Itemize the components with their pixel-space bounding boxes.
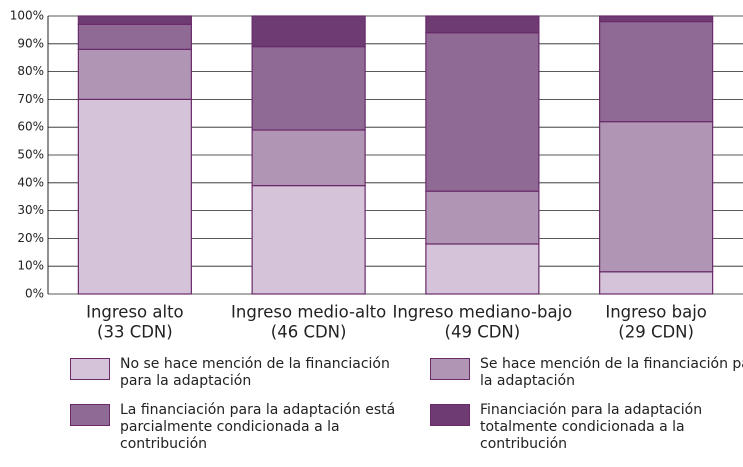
bar-segment bbox=[251, 129, 366, 187]
x-tick-label: (49 CDN) bbox=[445, 323, 521, 342]
legend-label: Se hace mención de la financiación para … bbox=[480, 356, 743, 389]
legend-label: La financiación para la adaptación está … bbox=[120, 402, 396, 452]
bar-segment bbox=[425, 243, 540, 295]
x-tick-label: Ingreso medio-alto bbox=[231, 303, 386, 322]
x-tick-label: Ingreso bajo bbox=[605, 303, 707, 322]
legend-swatch bbox=[430, 404, 470, 426]
y-tick-label: 30% bbox=[17, 203, 44, 217]
y-tick-label: 60% bbox=[17, 120, 44, 134]
legend-swatch bbox=[70, 358, 110, 380]
y-tick-label: 90% bbox=[17, 36, 44, 50]
legend-label: No se hace mención de la financiación pa… bbox=[120, 356, 390, 389]
bar-segment bbox=[425, 15, 540, 34]
bar-segment bbox=[251, 184, 366, 295]
y-tick-label: 20% bbox=[17, 231, 44, 245]
legend-swatch bbox=[430, 358, 470, 380]
legend-label: Financiación para la adaptación totalmen… bbox=[480, 402, 703, 452]
legend-swatch bbox=[70, 404, 110, 426]
bar-segment bbox=[599, 15, 714, 23]
x-tick-label: (29 CDN) bbox=[618, 323, 694, 342]
x-tick-label: (46 CDN) bbox=[271, 323, 347, 342]
bar-segment bbox=[599, 271, 714, 295]
x-tick-label: Ingreso mediano-bajo bbox=[392, 303, 572, 322]
bar-segment bbox=[77, 15, 192, 25]
x-tick-label: (33 CDN) bbox=[97, 323, 173, 342]
bar-segment bbox=[77, 98, 192, 295]
bar-segment bbox=[251, 45, 366, 131]
y-tick-label: 100% bbox=[10, 9, 44, 23]
bar-segment bbox=[599, 121, 714, 273]
y-tick-label: 50% bbox=[17, 148, 44, 162]
bar-segment bbox=[77, 23, 192, 50]
y-tick-label: 10% bbox=[17, 259, 44, 273]
y-tick-label: 40% bbox=[17, 175, 44, 189]
y-tick-label: 0% bbox=[25, 287, 44, 301]
bar-segment bbox=[425, 32, 540, 192]
y-tick-label: 80% bbox=[17, 64, 44, 78]
y-tick-label: 70% bbox=[17, 92, 44, 106]
bar-segment bbox=[425, 190, 540, 245]
bar-segment bbox=[251, 15, 366, 48]
x-tick-label: Ingreso alto bbox=[86, 303, 184, 322]
bar-segment bbox=[599, 20, 714, 123]
bar-segment bbox=[77, 48, 192, 101]
